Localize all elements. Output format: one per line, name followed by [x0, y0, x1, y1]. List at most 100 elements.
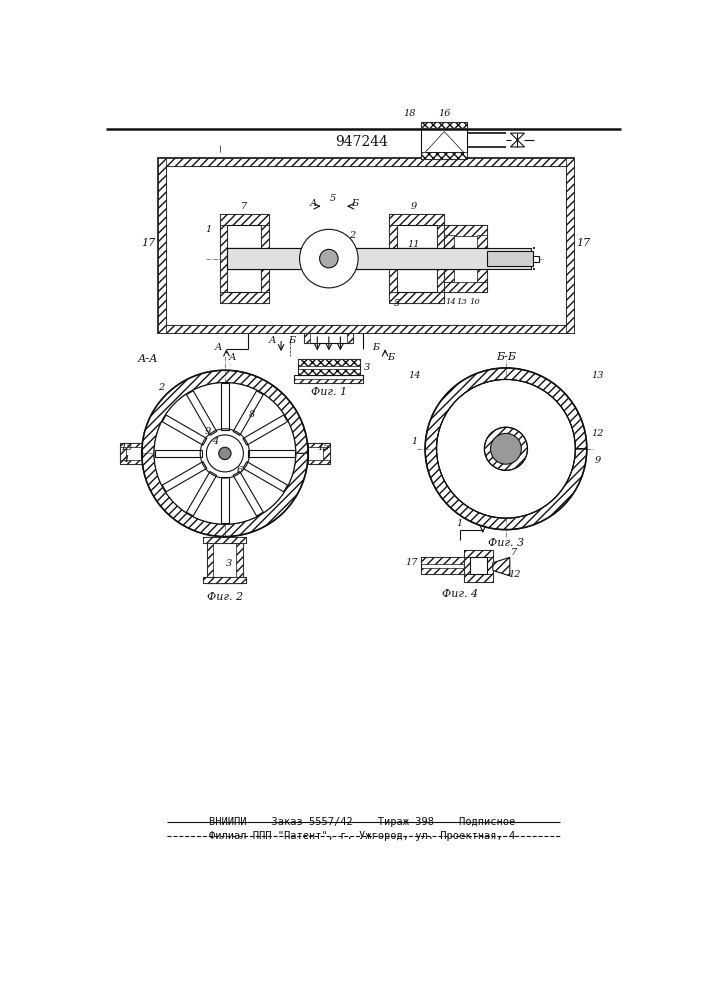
Text: 5: 5 — [394, 299, 399, 308]
Text: ВНИИПИ    Заказ 5557/42    Тираж 398    Подписное: ВНИИПИ Заказ 5557/42 Тираж 398 Подписное — [209, 817, 515, 827]
Bar — [120, 460, 141, 464]
Bar — [219, 214, 269, 303]
Bar — [421, 152, 467, 158]
Text: 16: 16 — [438, 109, 450, 118]
Polygon shape — [187, 391, 216, 435]
Bar — [298, 359, 360, 375]
Bar — [397, 248, 437, 269]
Polygon shape — [141, 370, 308, 537]
Text: А: А — [268, 336, 276, 345]
Bar — [219, 225, 227, 292]
Bar — [421, 568, 464, 574]
Text: 2: 2 — [349, 231, 355, 240]
Bar — [120, 443, 141, 447]
Text: 9: 9 — [411, 202, 416, 211]
Text: 17: 17 — [406, 558, 419, 567]
Text: 1: 1 — [411, 437, 417, 446]
Bar — [204, 577, 247, 583]
Bar — [444, 225, 486, 292]
Text: 7: 7 — [511, 548, 518, 557]
Bar — [120, 443, 127, 464]
Text: Б: Б — [387, 353, 394, 362]
Bar — [120, 443, 141, 464]
Circle shape — [438, 380, 575, 517]
Text: 5: 5 — [329, 194, 336, 203]
Text: Филиал ППП "Патент", г. Ужгород, ул. Проектная, 4: Филиал ППП "Патент", г. Ужгород, ул. Про… — [209, 831, 515, 841]
Polygon shape — [233, 391, 263, 435]
Text: 2: 2 — [158, 383, 164, 392]
Bar — [304, 333, 310, 343]
Bar — [298, 369, 360, 375]
Circle shape — [200, 429, 250, 478]
Bar — [389, 225, 397, 292]
Polygon shape — [221, 477, 229, 523]
Bar — [227, 248, 261, 269]
Circle shape — [300, 229, 358, 288]
Text: 9: 9 — [595, 456, 601, 465]
Text: 6: 6 — [237, 466, 243, 475]
Bar — [477, 235, 486, 282]
Circle shape — [320, 249, 338, 268]
Bar — [158, 158, 165, 333]
Polygon shape — [221, 383, 229, 430]
Bar — [158, 158, 573, 166]
Polygon shape — [163, 415, 207, 445]
Bar — [261, 225, 269, 292]
Text: 18: 18 — [404, 109, 416, 118]
Bar — [219, 292, 269, 303]
Polygon shape — [493, 557, 510, 576]
Text: 8: 8 — [249, 410, 255, 419]
Polygon shape — [248, 450, 295, 457]
Circle shape — [491, 433, 521, 464]
Text: 17: 17 — [575, 238, 590, 248]
Bar — [389, 292, 444, 303]
Text: 11: 11 — [407, 240, 420, 249]
Bar — [444, 225, 486, 235]
Bar — [464, 550, 493, 582]
Bar — [469, 557, 486, 574]
Bar — [227, 225, 261, 292]
Text: 13: 13 — [591, 371, 604, 380]
Bar — [324, 443, 329, 464]
Bar — [165, 166, 566, 325]
Text: 1: 1 — [206, 225, 212, 234]
Bar — [236, 537, 243, 583]
Text: 13: 13 — [457, 298, 467, 306]
Bar — [308, 443, 329, 464]
Polygon shape — [155, 450, 201, 457]
Bar — [486, 251, 533, 266]
Bar — [444, 235, 454, 282]
Polygon shape — [233, 471, 263, 516]
Text: 3: 3 — [364, 363, 370, 372]
Bar — [444, 282, 486, 292]
Text: 15: 15 — [120, 443, 133, 452]
Text: Фиг. 2: Фиг. 2 — [207, 592, 243, 602]
Polygon shape — [425, 368, 587, 530]
Text: 3: 3 — [226, 559, 232, 568]
Bar — [207, 537, 214, 583]
Bar — [533, 256, 539, 262]
Bar — [464, 574, 493, 582]
Bar — [347, 333, 354, 343]
Text: А-А: А-А — [138, 354, 158, 364]
Text: 947244: 947244 — [335, 135, 388, 149]
Text: А: А — [310, 199, 317, 208]
Bar — [158, 158, 573, 333]
Text: 14: 14 — [408, 371, 421, 380]
Bar — [421, 122, 467, 128]
Text: 15: 15 — [317, 443, 329, 452]
Bar — [219, 214, 269, 225]
Bar — [304, 333, 354, 343]
Bar — [421, 557, 464, 574]
Text: Фиг. 3: Фиг. 3 — [488, 538, 524, 548]
Text: Б: Б — [288, 336, 296, 345]
Bar — [437, 225, 444, 292]
Text: А: А — [215, 343, 223, 352]
Bar — [294, 379, 363, 383]
Text: Б-Б: Б-Б — [496, 352, 516, 362]
Bar — [421, 557, 464, 564]
Bar — [389, 214, 444, 303]
Text: Фиг. 1: Фиг. 1 — [311, 387, 347, 397]
Bar — [204, 537, 247, 543]
Bar — [158, 325, 573, 333]
